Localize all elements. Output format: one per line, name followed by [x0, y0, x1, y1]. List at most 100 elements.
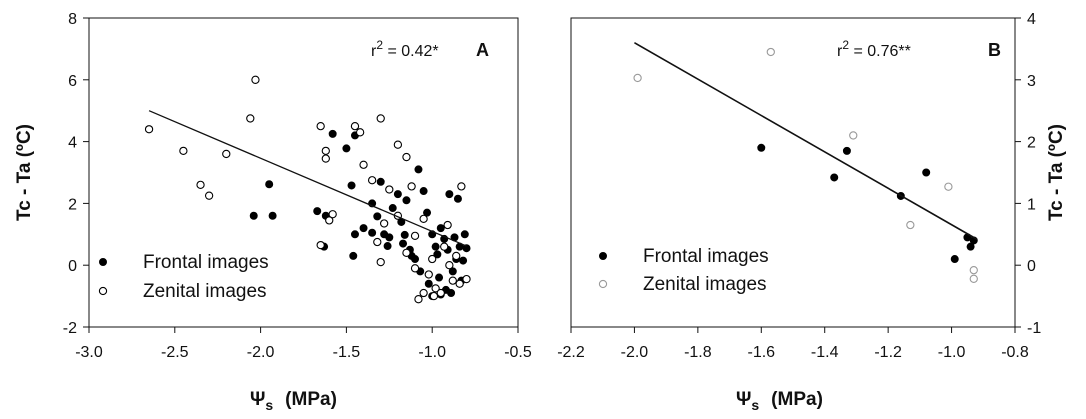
zenital-data-point: [419, 214, 428, 223]
frontal-data-point: [328, 129, 337, 138]
frontal-data-point: [359, 224, 368, 233]
zenital-data-point: [849, 131, 858, 140]
panel-a-r2-prefix: r: [371, 43, 377, 60]
zenital-data-point: [766, 47, 775, 57]
panel-a-legend-frontal-label: Frontal images: [143, 252, 269, 273]
zenital-data-point: [440, 242, 449, 251]
panel-a-plot-area: [88, 17, 519, 328]
zenital-data-point: [350, 122, 360, 131]
zenital-data-point: [969, 265, 978, 275]
y-tick-label: 4: [68, 135, 77, 152]
frontal-data-point: [431, 242, 440, 251]
x-tick-label: -2.5: [161, 344, 189, 361]
panel-b-r2-annotation: r2 = 0.76**: [837, 38, 911, 60]
frontal-data-point: [249, 211, 258, 220]
frontal-data-point: [368, 228, 377, 237]
zenital-data-point: [410, 264, 420, 273]
frontal-data-point: [433, 250, 442, 259]
panel-b-x-units: (MPa): [771, 389, 823, 410]
frontal-data-point: [435, 273, 444, 282]
zenital-data-point: [424, 270, 433, 279]
zenital-data-point: [457, 182, 466, 191]
frontal-data-point: [347, 181, 356, 190]
panel-b-x-subscript: s: [751, 397, 759, 413]
y-tick-label: 0: [1027, 258, 1036, 275]
panel-b-legend-zenital-label: Zenital images: [643, 274, 767, 295]
frontal-data-point: [342, 144, 351, 153]
zenital-data-point: [373, 237, 382, 247]
frontal-data-point: [462, 244, 471, 253]
panel-b-legend: Frontal images Zenital images: [598, 246, 769, 295]
frontal-data-point: [830, 173, 839, 182]
zenital-data-point: [321, 154, 330, 163]
frontal-data-point: [460, 230, 469, 239]
zenital-data-point: [144, 125, 154, 134]
frontal-data-point: [842, 146, 851, 155]
frontal-data-point: [388, 204, 397, 213]
frontal-data-point: [966, 242, 975, 251]
zenital-data-point: [246, 114, 255, 123]
frontal-data-point: [459, 256, 468, 265]
zenital-data-point: [179, 146, 188, 156]
panel-a-legend-zenital-label: Zenital images: [143, 281, 267, 302]
frontal-data-point: [950, 255, 959, 264]
frontal-data-point: [350, 230, 359, 239]
panel-b-x-symbol: Ψ: [736, 389, 751, 410]
zenital-data-point: [321, 146, 330, 156]
zenital-data-point: [445, 261, 454, 270]
zenital-data-point: [367, 176, 377, 185]
x-tick-label: -2.2: [557, 344, 585, 361]
zenital-data-point: [443, 220, 452, 230]
x-tick-label: -1.0: [938, 344, 966, 361]
frontal-data-point: [402, 196, 411, 205]
panel-b-chart: -2.2 -2.0 -1.8 -1.6 -1.4 -1.2 -1.0 -0.8-101234 …: [557, 11, 1067, 413]
y-tick-label: 2: [1027, 135, 1036, 152]
panel-a-x-subscript: s: [265, 397, 273, 413]
panel-b-regression-line: [634, 42, 978, 240]
frontal-data-point: [436, 224, 445, 233]
frontal-data-point: [399, 239, 408, 248]
y-tick-label: 4: [1027, 11, 1036, 28]
panel-a-legend-frontal-marker: [99, 257, 108, 266]
zenital-data-point: [402, 152, 411, 162]
panel-b-r2-prefix: r: [837, 43, 843, 60]
zenital-data-point: [436, 288, 445, 298]
zenital-data-point: [633, 73, 642, 83]
zenital-data-point: [376, 114, 385, 123]
y-tick-label: -2: [63, 320, 77, 337]
x-tick-label: -0.8: [1001, 344, 1029, 361]
zenital-data-point: [429, 291, 439, 301]
x-tick-label: -1.8: [684, 344, 712, 361]
y-tick-label: 8: [68, 11, 77, 28]
zenital-data-point: [414, 295, 423, 304]
x-tick-label: -2.0: [621, 344, 649, 361]
panel-b-r2-superscript: 2: [842, 38, 849, 52]
x-tick-label: -3.0: [75, 344, 103, 361]
zenital-data-point: [196, 180, 205, 190]
zenital-data-point: [944, 182, 953, 191]
panel-b-legend-zenital-marker: [598, 279, 608, 289]
panel-a-x-symbol: Ψ: [250, 389, 265, 410]
frontal-data-point: [376, 177, 385, 186]
zenital-data-point: [419, 288, 428, 298]
zenital-data-point: [969, 274, 978, 283]
panel-b-y-axis-title: Tc - Ta (ºC): [1046, 124, 1067, 221]
zenital-data-point: [328, 210, 337, 219]
panel-b-ticks: -2.2 -2.0 -1.8 -1.6 -1.4 -1.2 -1.0 -0.8 -1 0 1 2 3 4: [557, 11, 1041, 361]
panel-a-legend-zenital-marker: [98, 286, 108, 296]
zenital-data-point: [452, 251, 461, 261]
panel-a-ticks: -3.0 -2.5 -2.0 -1.5 -1.0 -0.5 -2 0 2 4 6 8: [63, 11, 532, 361]
panel-b-x-axis-title: Ψs (MPa): [736, 389, 823, 413]
panel-b-label: B: [988, 40, 1001, 60]
zenital-data-point: [448, 276, 457, 285]
zenital-data-point: [410, 231, 420, 240]
zenital-data-point: [316, 122, 325, 131]
frontal-data-point: [757, 143, 766, 152]
x-tick-label: -1.5: [333, 344, 361, 361]
zenital-data-point: [376, 257, 385, 267]
y-tick-label: 1: [1027, 196, 1036, 213]
panel-a-r2-superscript: 2: [376, 38, 383, 52]
frontal-data-point: [265, 180, 274, 189]
zenital-data-point: [380, 219, 389, 228]
